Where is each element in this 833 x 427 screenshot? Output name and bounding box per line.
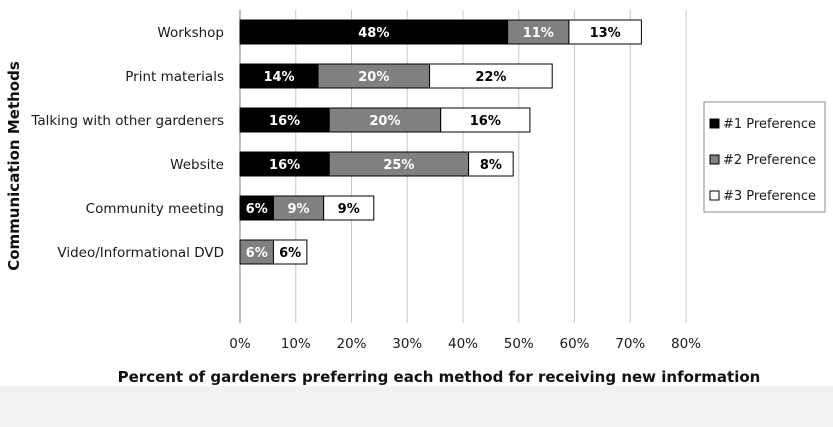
legend-swatch <box>709 118 720 129</box>
bar-segment <box>239 195 274 221</box>
bar-segment <box>239 239 274 265</box>
category-label: Workshop <box>157 25 224 41</box>
data-label: 8% <box>480 158 502 173</box>
bar-segment <box>239 63 319 89</box>
bar-segment <box>239 151 330 177</box>
category-labels: Workshop Print materials Talking with othe… <box>30 25 224 261</box>
category-label: Video/Informational DVD <box>57 245 224 261</box>
x-tick-label: 0% <box>229 336 251 352</box>
y-axis-title: Communication Methods <box>5 61 23 271</box>
bar-segment <box>429 63 553 89</box>
x-tick-label: 70% <box>615 336 645 352</box>
data-label: 14% <box>263 70 294 85</box>
x-tick-label: 40% <box>448 336 478 352</box>
legend-box <box>703 101 826 213</box>
data-label: 9% <box>338 202 360 217</box>
legend-swatch <box>709 190 720 201</box>
category-label: Print materials <box>125 69 224 85</box>
data-label: 22% <box>475 70 506 85</box>
data-label: 25% <box>383 158 414 173</box>
data-label: 13% <box>590 26 621 41</box>
bar-segment <box>568 19 642 45</box>
data-label: 6% <box>246 246 268 261</box>
category-label: Community meeting <box>86 201 224 217</box>
stacked-bar-chart: 48% 11% 13% 14% 20% 22% 16% 20% 16% 16% 25% 8% 6% 9% 9… <box>5 10 826 386</box>
x-tick-label: 80% <box>671 336 701 352</box>
legend-label: #1 Preference <box>723 117 816 132</box>
data-label: 9% <box>287 202 309 217</box>
data-label: 20% <box>369 114 400 129</box>
x-tick-label: 60% <box>559 336 589 352</box>
data-label: 16% <box>269 158 300 173</box>
bar-segment <box>328 107 442 133</box>
chart-panel: 48% 11% 13% 14% 20% 22% 16% 20% 16% 16% 25% 8% 6% 9% 9… <box>0 0 833 386</box>
bar-segment <box>317 63 431 89</box>
bar-segment <box>272 239 308 265</box>
bar-segment <box>507 19 570 45</box>
category-label: Talking with other gardeners <box>30 113 224 129</box>
bar-segment <box>239 107 330 133</box>
legend-label: #2 Preference <box>723 153 816 168</box>
legend-swatch <box>709 154 720 165</box>
data-label: 48% <box>358 26 389 41</box>
bar-segment <box>323 195 375 221</box>
x-tick-label: 30% <box>392 336 422 352</box>
bar-segment <box>468 151 514 177</box>
x-tick-labels: 0% 10% 20% 30% 40% 50% 60% 70% 80% <box>229 336 701 352</box>
x-tick-label: 10% <box>281 336 311 352</box>
legend-label: #3 Preference <box>723 189 816 204</box>
x-axis-title: Percent of gardeners preferring each met… <box>118 368 761 386</box>
bar-segment <box>440 107 531 133</box>
x-tick-label: 50% <box>504 336 534 352</box>
data-label: 6% <box>246 202 268 217</box>
category-label: Website <box>170 157 224 173</box>
x-tick-label: 20% <box>336 336 366 352</box>
data-label: 6% <box>279 246 301 261</box>
legend: #1 Preference #2 Preference #3 Preference <box>703 101 826 213</box>
data-label: 20% <box>358 70 389 85</box>
bar-segment <box>328 151 470 177</box>
data-label: 11% <box>523 26 554 41</box>
data-label: 16% <box>470 114 501 129</box>
bars: 48% 11% 13% 14% 20% 22% 16% 20% 16% 16% 25% 8% 6% 9% 9… <box>239 19 642 265</box>
data-label: 16% <box>269 114 300 129</box>
